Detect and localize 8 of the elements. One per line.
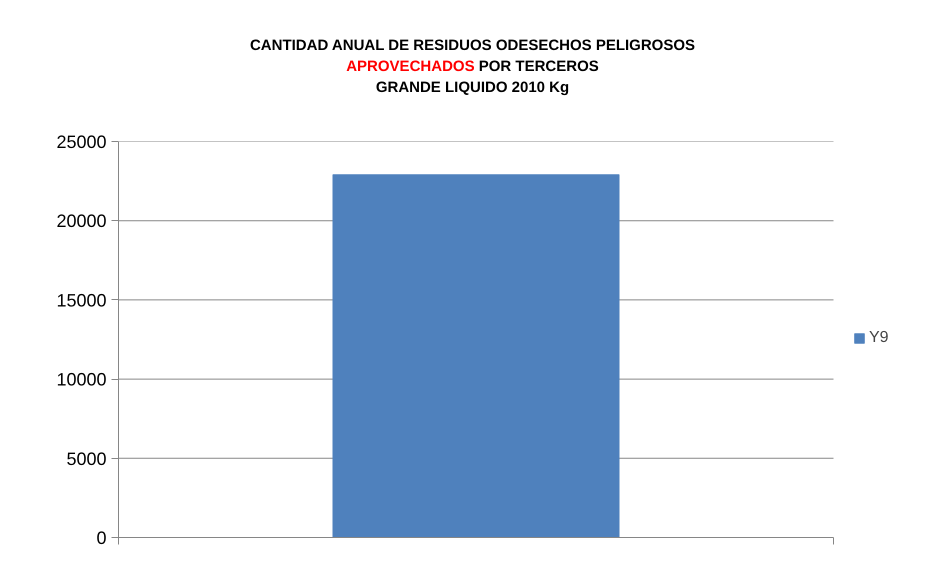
legend-label: Y9	[869, 329, 889, 347]
y-tick-label: 20000	[56, 211, 107, 232]
y-tick-label: 25000	[56, 132, 107, 152]
chart-title: CANTIDAD ANUAL DE RESIDUOS ODESECHOS PELIGROSOS APROVECHADOS POR TERCEROS GRANDE LIQUIDO 2010 Kg	[250, 36, 696, 98]
y-tick-label: 10000	[56, 370, 107, 390]
y-tick-label: 15000	[56, 290, 107, 310]
y-tick-label: 0	[96, 528, 107, 548]
y-tick-label: 5000	[66, 448, 107, 469]
